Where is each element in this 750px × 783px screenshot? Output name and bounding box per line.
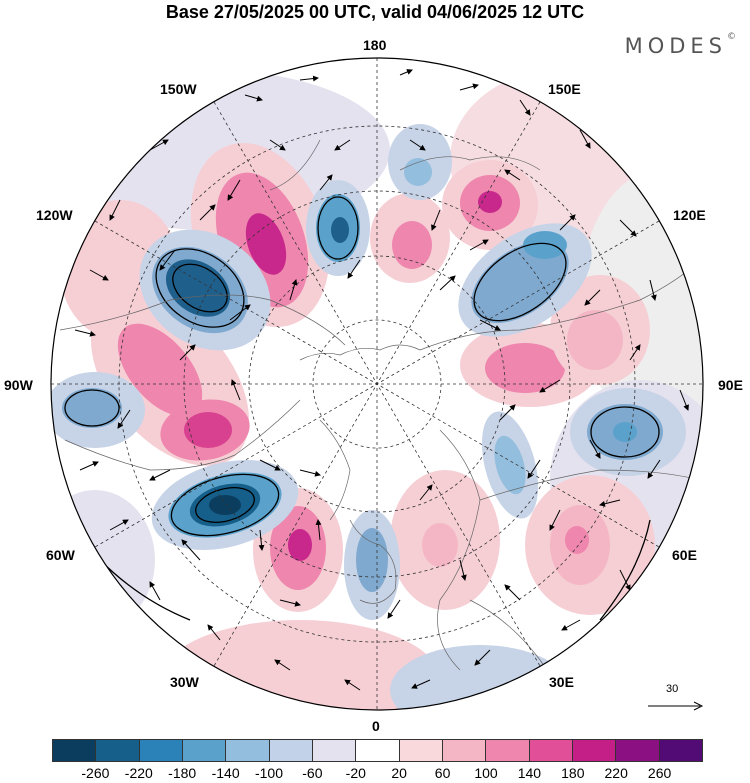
neg-anomaly-90w [51,372,145,448]
lon-label-120e: 120E [673,207,706,223]
pos-anomaly-30e [390,470,500,610]
neg-anomaly-90e [570,388,686,476]
colorbar-tick-label: -100 [254,765,284,781]
lon-label-150e: 150E [548,81,581,97]
colorbar-swatch [225,740,269,761]
colorbar-tick-label: 140 [517,765,542,781]
pos-anomaly-150e [442,160,538,250]
pos-anomaly-near-180 [370,193,450,283]
graticule [51,58,703,710]
pos-anomaly-60e [525,475,655,615]
neg-anomaly-30e-north [481,411,539,519]
lon-label-90w: 90W [4,377,33,393]
vector-scale-arrow [648,701,704,711]
colorbar-swatch [138,740,182,761]
colorbar-tick-label: 260 [647,765,672,781]
colorbar-tick-label: 220 [604,765,628,781]
colorbar-tick-label: -20 [345,765,366,781]
lon-label-30w: 30W [170,674,199,690]
map-boundary [50,57,704,711]
colorbar-tick-label: -180 [168,765,197,781]
colorbar-swatch [441,740,486,761]
lon-label-180: 180 [363,37,387,53]
colorbar-swatch [615,740,659,761]
neg-anomaly-60w [151,460,299,550]
colorbar-swatch [95,740,139,761]
colorbar-swatch [355,740,399,761]
modes-logo: MODES© [624,32,736,58]
colorbar-tick-label: 60 [434,765,451,781]
colorbar-swatch [528,740,572,761]
colorbar-tick-label: -60 [302,765,323,781]
anomaly-field [51,58,703,710]
lon-label-30e: 30E [549,674,574,690]
lon-label-0: 0 [372,718,380,734]
colorbar [52,739,703,762]
colorbar-swatch [311,740,356,761]
lon-label-90e: 90E [718,377,743,393]
lon-label-60e: 60E [672,547,697,563]
lon-label-150w: 150W [160,81,197,97]
colorbar-tick-label: 180 [561,765,585,781]
colorbar-swatch [53,740,96,761]
polar-map [50,57,704,711]
colorbar-swatch [181,740,226,761]
colorbar-swatch [485,740,529,761]
colorbar-tick-label: -140 [211,765,240,781]
neg-anomaly-120w [139,229,271,351]
neg-anomaly-120e [458,223,592,337]
vector-scale-label: 30 [666,683,679,695]
lon-label-60w: 60W [46,547,75,563]
neg-anomaly-0 [344,510,400,620]
colorbar-swatch [398,740,442,761]
colorbar-swatch [268,740,312,761]
colorbar-swatch [658,740,702,761]
colorbar-tick-label: 100 [474,765,498,781]
neg-anomaly-near-180w [306,180,370,276]
colorbar-ticks: -260 -220 -180 -140 -100 -60 -20 20 60 100 140 180 2… [0,765,750,783]
lon-label-120w: 120W [36,207,73,223]
colorbar-tick-label: -220 [124,765,153,781]
wind-vectors [74,69,689,691]
chart-title: Base 27/05/2025 00 UTC, valid 04/06/2025… [165,2,585,22]
colorbar-tick-label: -260 [81,765,110,781]
colorbar-tick-label: 20 [391,765,407,781]
colorbar-swatch [571,740,616,761]
